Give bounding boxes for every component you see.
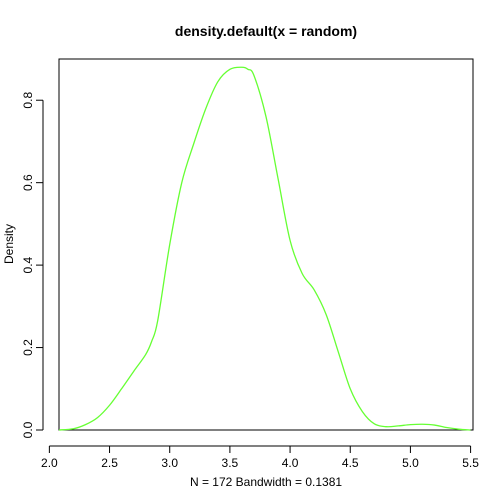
x-tick-label: 5.5 xyxy=(462,456,479,470)
series-layer xyxy=(59,67,471,430)
x-tick-label: 4.0 xyxy=(282,456,299,470)
y-tick-label: 0.2 xyxy=(21,339,35,356)
x-axis-label: N = 172 Bandwidth = 0.1381 xyxy=(190,475,342,489)
y-tick-label: 0.0 xyxy=(21,421,35,438)
y-tick-label: 0.6 xyxy=(21,174,35,191)
x-tick-label: 5.0 xyxy=(402,456,419,470)
y-axis: 0.0 0.2 0.4 0.6 0.8 xyxy=(21,92,43,439)
x-tick-label: 3.0 xyxy=(161,456,178,470)
x-tick-label: 2.5 xyxy=(101,456,118,470)
density-curve-0 xyxy=(59,67,471,430)
x-tick-label: 2.0 xyxy=(41,456,58,470)
y-tick-label: 0.4 xyxy=(21,256,35,273)
chart-title: density.default(x = random) xyxy=(175,23,357,39)
x-tick-label: 4.5 xyxy=(342,456,359,470)
y-tick-label: 0.8 xyxy=(21,92,35,109)
x-tick-label: 3.5 xyxy=(222,456,239,470)
y-axis-label: Density xyxy=(2,224,16,264)
x-axis: 2.0 2.5 3.0 3.5 4.0 4.5 5.0 5.5 xyxy=(41,446,479,470)
